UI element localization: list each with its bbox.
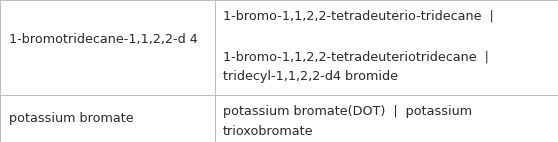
Text: potassium bromate(DOT)  |  potassium: potassium bromate(DOT) | potassium [223, 105, 472, 118]
Bar [215, 0, 558, 95]
Bar [215, 95, 558, 142]
Text: potassium bromate: potassium bromate [9, 112, 133, 125]
Text: 1-bromotridecane-1,1,2,2-d 4: 1-bromotridecane-1,1,2,2-d 4 [9, 33, 198, 46]
Text: tridecyl-1,1,2,2-d4 bromide: tridecyl-1,1,2,2-d4 bromide [223, 70, 398, 83]
Text: 1-bromo-1,1,2,2-tetradeuterio-tridecane  |: 1-bromo-1,1,2,2-tetradeuterio-tridecane … [223, 10, 494, 23]
Bar [0, 95, 215, 142]
Bar [0, 0, 215, 95]
Text: trioxobromate: trioxobromate [223, 125, 314, 138]
Text: 1-bromo-1,1,2,2-tetradeuteriotridecane  |: 1-bromo-1,1,2,2-tetradeuteriotridecane | [223, 50, 489, 63]
